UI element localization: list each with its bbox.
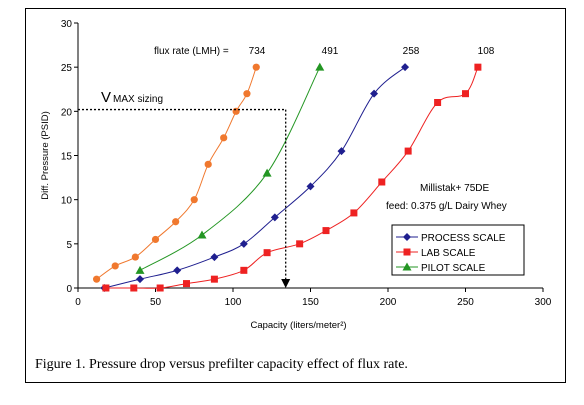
data-point bbox=[136, 275, 144, 284]
flux-rate-value: 108 bbox=[478, 46, 495, 57]
data-point bbox=[197, 230, 207, 239]
legend-marker bbox=[403, 233, 411, 241]
data-point bbox=[462, 90, 469, 98]
data-point bbox=[183, 280, 190, 288]
data-point bbox=[190, 196, 198, 204]
data-point bbox=[210, 275, 218, 283]
series-line bbox=[139, 66, 321, 271]
y-tick-label: 5 bbox=[66, 240, 72, 251]
data-point bbox=[131, 253, 139, 261]
series-pilot-scale bbox=[135, 62, 325, 274]
data-point bbox=[130, 284, 138, 292]
data-point bbox=[239, 239, 248, 248]
data-point bbox=[263, 249, 271, 257]
y-tick-label: 15 bbox=[61, 152, 73, 163]
data-point bbox=[102, 284, 110, 292]
y-tick-label: 10 bbox=[61, 196, 73, 207]
y-axis-label: Diff. Pressure (PSID) bbox=[40, 111, 51, 200]
data-point bbox=[252, 63, 260, 71]
data-point bbox=[172, 218, 180, 226]
y-tick-label: 25 bbox=[61, 63, 73, 74]
x-tick-label: 100 bbox=[225, 297, 242, 308]
flux-rate-value: 491 bbox=[322, 46, 339, 57]
data-point bbox=[322, 227, 330, 235]
y-tick-label: 30 bbox=[61, 19, 73, 30]
x-tick-label: 300 bbox=[535, 297, 552, 308]
data-point bbox=[135, 265, 145, 274]
legend-item-pilot-scale: PILOT SCALE bbox=[396, 262, 486, 274]
data-point bbox=[270, 213, 279, 222]
legend-marker bbox=[402, 262, 412, 271]
data-point bbox=[210, 253, 219, 262]
data-point bbox=[243, 90, 251, 98]
x-axis-label: Capacity (liters/meter²) bbox=[250, 320, 346, 331]
vmax-label: V MAX sizing bbox=[101, 89, 163, 106]
data-point bbox=[350, 209, 358, 217]
data-point bbox=[315, 62, 325, 71]
data-point bbox=[306, 182, 315, 191]
series-lab-scale bbox=[102, 63, 482, 292]
data-point bbox=[378, 178, 386, 186]
data-point bbox=[220, 134, 228, 142]
data-point bbox=[401, 63, 410, 72]
legend-item-lab-scale: LAB SCALE bbox=[396, 248, 476, 259]
legend: PROCESS SCALE LAB SCALE PILOT SCALE bbox=[391, 224, 525, 276]
data-point bbox=[151, 235, 160, 244]
series-line bbox=[104, 66, 406, 289]
data-point bbox=[474, 63, 482, 71]
data-point bbox=[204, 160, 212, 168]
data-point bbox=[404, 147, 412, 155]
data-point bbox=[93, 275, 101, 283]
x-tick-label: 0 bbox=[75, 297, 81, 308]
data-point bbox=[240, 266, 248, 274]
legend-item-process-scale: PROCESS SCALE bbox=[396, 233, 506, 244]
flux-rate-value: 258 bbox=[403, 46, 420, 57]
x-tick-label: 50 bbox=[150, 297, 162, 308]
legend-marker bbox=[403, 248, 411, 256]
data-point bbox=[337, 147, 346, 156]
x-tick-label: 200 bbox=[380, 297, 397, 308]
legend-label: PILOT SCALE bbox=[421, 263, 486, 274]
feed-label: feed: 0.375 g/L Dairy Whey bbox=[386, 201, 507, 212]
flux-rate-value: 734 bbox=[249, 46, 266, 57]
x-tick-label: 150 bbox=[302, 297, 319, 308]
series-orange-series bbox=[93, 63, 260, 283]
y-tick-label: 20 bbox=[61, 107, 73, 118]
data-point bbox=[232, 107, 240, 115]
data-point bbox=[262, 168, 272, 177]
figure-caption: Figure 1. Pressure drop versus prefilter… bbox=[35, 357, 408, 372]
flux-rate-label: flux rate (LMH) = bbox=[154, 46, 229, 57]
y-tick-label: 0 bbox=[66, 284, 72, 295]
vmax-arrow-icon bbox=[281, 279, 291, 288]
x-tick-label: 250 bbox=[457, 297, 474, 308]
product-name-label: Millistak+ 75DE bbox=[420, 183, 490, 194]
data-point bbox=[434, 99, 442, 106]
data-point bbox=[370, 89, 379, 98]
legend-label: PROCESS SCALE bbox=[421, 233, 506, 244]
data-point bbox=[173, 266, 182, 275]
data-point bbox=[156, 284, 164, 292]
data-point bbox=[111, 262, 119, 270]
legend-label: LAB SCALE bbox=[421, 248, 476, 259]
data-point bbox=[296, 240, 304, 248]
